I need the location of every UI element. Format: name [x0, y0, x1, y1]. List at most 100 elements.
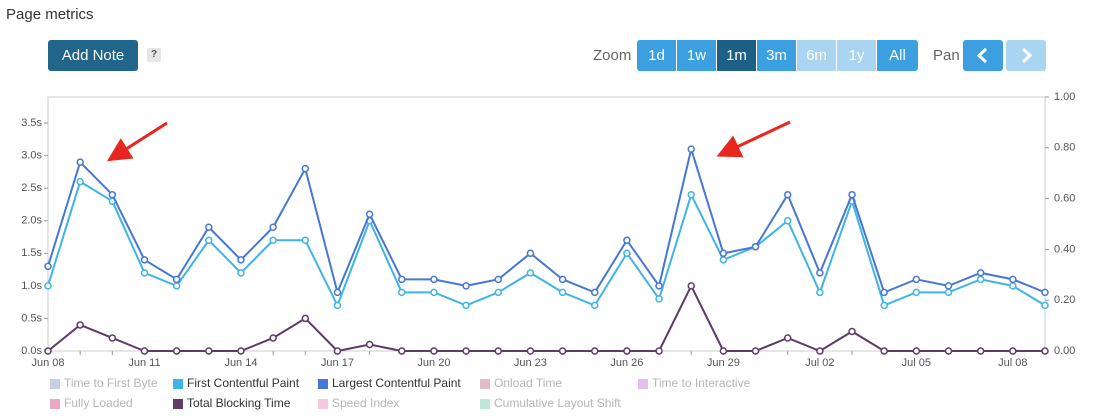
- legend-swatch: [318, 399, 328, 409]
- y-tick-label: 3.5s: [21, 117, 42, 129]
- data-point: [333, 288, 342, 297]
- data-point: [44, 347, 52, 355]
- legend-label[interactable]: First Contentful Paint: [187, 376, 300, 390]
- data-point: [590, 288, 599, 297]
- data-point: [558, 347, 567, 355]
- legend-swatch: [173, 399, 183, 409]
- legend-label[interactable]: Time to First Byte: [64, 376, 158, 390]
- data-point: [44, 262, 52, 271]
- legend-swatch: [50, 379, 60, 389]
- zoom-button[interactable]: 3m: [757, 40, 796, 71]
- zoom-button[interactable]: All: [877, 40, 918, 71]
- y2-tick-label: 0.00: [1054, 345, 1075, 357]
- data-point: [816, 347, 824, 355]
- data-point: [976, 269, 985, 277]
- data-point: [398, 275, 406, 284]
- chevron-right: [1021, 47, 1033, 64]
- legend-swatch: [173, 379, 183, 389]
- data-point: [269, 334, 277, 342]
- series-line: [47, 180, 1046, 308]
- data-point: [526, 249, 535, 258]
- y-tick-label: 0.5s: [21, 312, 42, 324]
- x-tick-label: Jul 05: [902, 357, 931, 369]
- page-title: Page metrics: [6, 6, 94, 23]
- data-point: [1041, 288, 1049, 297]
- data-point: [494, 347, 503, 355]
- data-point: [140, 269, 149, 277]
- data-point: [430, 347, 438, 355]
- zoom-button[interactable]: 1m: [717, 40, 756, 71]
- help-badge[interactable]: ?: [147, 48, 161, 62]
- legend-label[interactable]: Speed Index: [332, 396, 399, 410]
- data-point: [140, 256, 149, 264]
- data-point: [848, 327, 856, 336]
- data-point: [333, 347, 342, 355]
- data-point: [912, 288, 921, 297]
- data-point: [172, 282, 181, 290]
- data-point: [398, 347, 406, 355]
- data-point: [237, 256, 245, 264]
- data-point: [751, 243, 760, 251]
- legend-label[interactable]: Onload Time: [494, 376, 562, 390]
- x-tick-label: Jun 23: [514, 357, 547, 369]
- data-point: [76, 177, 84, 186]
- data-point: [783, 334, 792, 342]
- pan-left-button[interactable]: [963, 40, 1003, 71]
- data-point: [976, 347, 985, 355]
- legend-label[interactable]: Fully Loaded: [64, 396, 133, 410]
- zoom-label: Zoom: [593, 47, 632, 64]
- data-point: [719, 256, 728, 264]
- pan-label: Pan: [933, 47, 960, 64]
- data-point: [976, 275, 985, 284]
- data-point: [44, 282, 52, 290]
- add-note-button[interactable]: Add Note: [48, 40, 138, 71]
- data-point: [880, 347, 888, 355]
- x-tick-label: Jun 08: [31, 357, 64, 369]
- data-point: [623, 249, 631, 258]
- data-point: [944, 288, 953, 297]
- data-point: [558, 275, 567, 284]
- legend-label[interactable]: Cumulative Layout Shift: [494, 396, 621, 410]
- y-tick-label: 3.0s: [21, 150, 42, 162]
- legend-swatch: [480, 399, 490, 409]
- data-point: [655, 347, 663, 355]
- data-point: [172, 275, 181, 284]
- data-point: [751, 243, 760, 251]
- data-point: [848, 190, 856, 199]
- data-point: [237, 269, 245, 277]
- data-point: [494, 275, 503, 284]
- data-point: [944, 282, 953, 290]
- legend-label[interactable]: Largest Contentful Paint: [332, 376, 461, 390]
- legend-swatch: [318, 379, 328, 389]
- data-point: [816, 269, 824, 277]
- x-tick-label: Jun 26: [610, 357, 643, 369]
- pan-right-button[interactable]: [1006, 40, 1046, 71]
- data-point: [751, 347, 760, 355]
- zoom-button[interactable]: 1d: [637, 40, 676, 71]
- y-tick-label: 1.5s: [21, 247, 42, 259]
- data-point: [237, 347, 245, 355]
- data-point: [687, 190, 695, 199]
- data-point: [365, 340, 374, 349]
- legend-label[interactable]: Time to Interactive: [652, 376, 751, 390]
- data-point: [719, 347, 728, 355]
- data-point: [172, 347, 181, 355]
- x-tick-label: Jun 20: [417, 357, 450, 369]
- data-point: [1041, 301, 1049, 310]
- arrow: [716, 120, 791, 158]
- data-point: [76, 158, 84, 166]
- data-point: [76, 321, 84, 329]
- data-point: [816, 288, 824, 297]
- data-point: [333, 301, 342, 310]
- data-point: [687, 145, 695, 153]
- data-point: [687, 282, 695, 290]
- zoom-button[interactable]: 1w: [677, 40, 716, 71]
- data-point: [912, 347, 921, 355]
- data-point: [590, 347, 599, 355]
- y-tick-label: 2.0s: [21, 215, 42, 227]
- legend-swatch: [480, 379, 490, 389]
- legend-label[interactable]: Total Blocking Time: [187, 396, 291, 410]
- data-point: [430, 275, 438, 284]
